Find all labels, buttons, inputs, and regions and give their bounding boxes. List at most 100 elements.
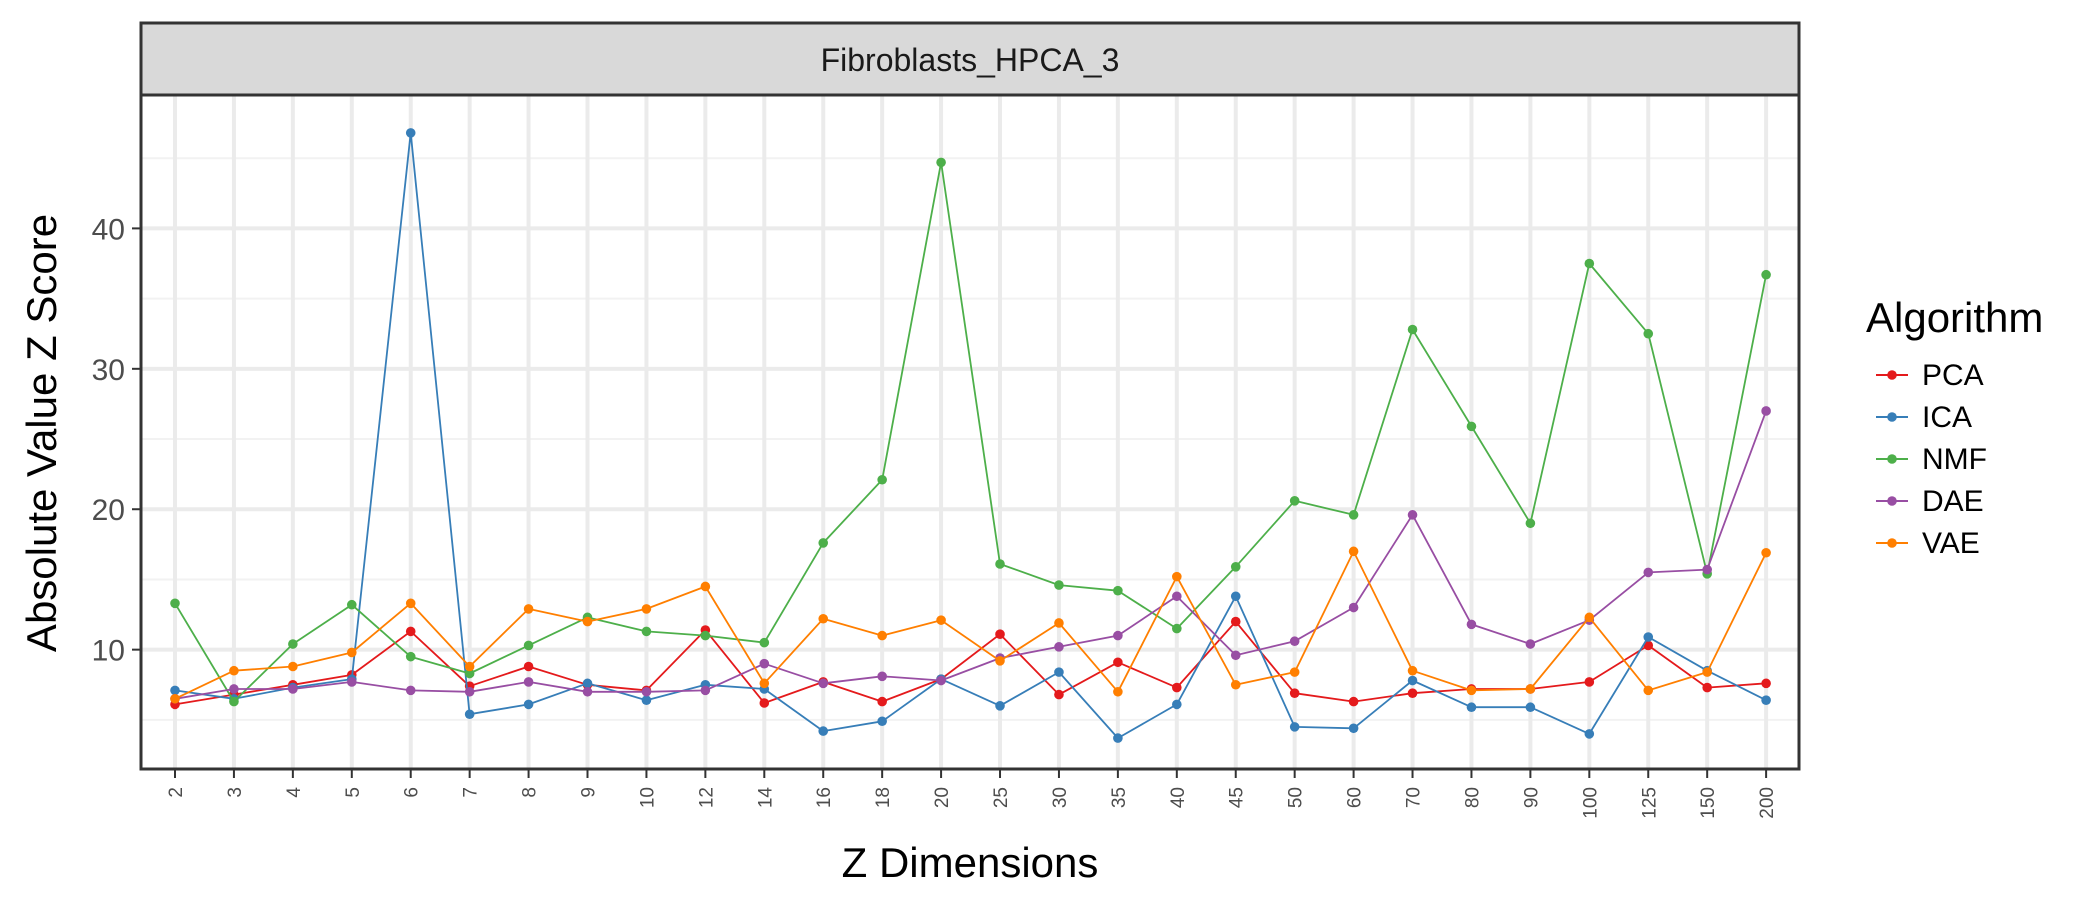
data-point-vae xyxy=(877,630,887,641)
facet-strip-title: Fibroblasts_HPCA_3 xyxy=(821,42,1120,78)
x-tick-label: 80 xyxy=(1462,787,1483,808)
data-point-dae xyxy=(818,678,829,689)
data-point-dae xyxy=(1761,406,1771,416)
data-point-ica xyxy=(1761,695,1771,705)
legend-label: ICA xyxy=(1922,401,1972,434)
data-point-vae xyxy=(346,647,357,658)
series-line-nmf xyxy=(174,161,1767,703)
data-point-nmf xyxy=(464,668,475,679)
data-point-dae xyxy=(700,685,711,696)
data-point-nmf xyxy=(818,538,829,548)
data-point-dae xyxy=(936,675,946,686)
data-point-pca xyxy=(1230,616,1241,627)
data-point-ica xyxy=(641,695,652,705)
plot-panel-border xyxy=(139,93,1801,771)
data-point-pca xyxy=(995,629,1005,639)
data-point-vae xyxy=(641,604,652,614)
data-point-ica xyxy=(1113,733,1123,743)
data-point-nmf xyxy=(1289,496,1300,506)
data-point-vae xyxy=(1172,571,1182,582)
x-tick-label: 30 xyxy=(1050,787,1071,808)
x-tick-label: 45 xyxy=(1227,787,1248,808)
grid-minor xyxy=(141,157,1799,721)
data-point-nmf xyxy=(170,598,180,609)
y-tick-label: 40 xyxy=(92,213,125,246)
y-axis: 10 20 30 40 xyxy=(92,213,141,668)
data-point-pca xyxy=(1407,688,1418,698)
data-point-ica xyxy=(582,678,593,689)
data-point-pca xyxy=(1584,677,1595,687)
data-point-vae xyxy=(464,661,475,672)
data-point-dae xyxy=(759,658,770,669)
data-point-ica xyxy=(1584,729,1595,739)
series-line-vae xyxy=(174,550,1767,700)
legend-title: Algorithm xyxy=(1866,294,2043,341)
x-tick-label: 9 xyxy=(579,787,600,798)
x-tick-label: 50 xyxy=(1286,787,1307,808)
data-point-vae xyxy=(582,616,593,627)
x-tick-label: 200 xyxy=(1757,787,1778,819)
data-point-vae xyxy=(1466,685,1477,696)
data-point-pca xyxy=(1643,640,1654,651)
data-point-pca xyxy=(405,626,416,637)
facet-strip-background xyxy=(139,21,1801,97)
data-point-nmf xyxy=(936,157,946,168)
data-point-dae xyxy=(582,686,593,697)
data-point-dae xyxy=(229,684,239,694)
data-point-ica xyxy=(1054,667,1064,677)
data-point-ica xyxy=(405,128,416,138)
x-tick-label: 60 xyxy=(1345,787,1366,808)
legend-item-vae: VAE xyxy=(1876,527,1980,560)
x-tick-label: 150 xyxy=(1698,787,1719,819)
x-tick-label: 7 xyxy=(461,787,482,798)
legend-item-dae: DAE xyxy=(1876,485,1984,518)
x-axis-title: Z Dimensions xyxy=(842,839,1099,886)
y-tick-label: 30 xyxy=(92,354,125,387)
data-point-nmf xyxy=(1407,324,1418,335)
data-point-pca xyxy=(1113,657,1123,668)
data-point-ica xyxy=(1407,675,1418,686)
data-point-nmf xyxy=(1643,328,1654,339)
legend-key-point xyxy=(1887,412,1897,422)
data-point-dae xyxy=(288,684,298,694)
data-point-nmf xyxy=(229,696,239,707)
data-point-vae xyxy=(1584,612,1595,623)
data-point-nmf xyxy=(1525,518,1536,529)
data-point-nmf xyxy=(877,474,887,485)
x-tick-label: 2 xyxy=(166,787,187,798)
y-tick-label: 10 xyxy=(92,635,125,668)
data-point-ica xyxy=(170,685,180,696)
x-tick-label: 14 xyxy=(755,787,776,809)
legend-key-point xyxy=(1887,496,1897,506)
data-point-vae xyxy=(1348,546,1359,557)
data-point-vae xyxy=(170,693,180,704)
x-tick-label: 8 xyxy=(520,787,541,798)
x-tick-label: 18 xyxy=(873,787,894,808)
x-tick-label: 70 xyxy=(1404,787,1425,808)
data-point-ica xyxy=(464,709,475,720)
x-tick-label: 100 xyxy=(1580,787,1601,819)
data-point-ica xyxy=(1466,702,1477,713)
x-tick-label: 125 xyxy=(1639,787,1660,819)
data-point-dae xyxy=(1525,639,1536,649)
data-point-vae xyxy=(936,615,946,625)
data-point-pca xyxy=(523,661,534,672)
data-point-vae xyxy=(288,661,298,672)
data-point-dae xyxy=(1054,642,1064,652)
data-point-vae xyxy=(405,598,416,609)
data-point-pca xyxy=(1348,696,1359,707)
legend-label: VAE xyxy=(1922,527,1980,560)
data-point-vae xyxy=(523,604,534,614)
x-tick-label: 5 xyxy=(343,787,364,798)
data-point-dae xyxy=(1172,591,1182,602)
data-point-vae xyxy=(1702,667,1712,677)
x-tick-label: 35 xyxy=(1109,787,1130,808)
data-point-pca xyxy=(1702,682,1712,693)
data-point-dae xyxy=(1289,636,1300,647)
series-vae xyxy=(170,546,1771,704)
grid-major xyxy=(141,95,1799,769)
data-point-ica xyxy=(995,701,1005,711)
data-point-vae xyxy=(1525,684,1536,694)
data-point-dae xyxy=(464,686,475,697)
